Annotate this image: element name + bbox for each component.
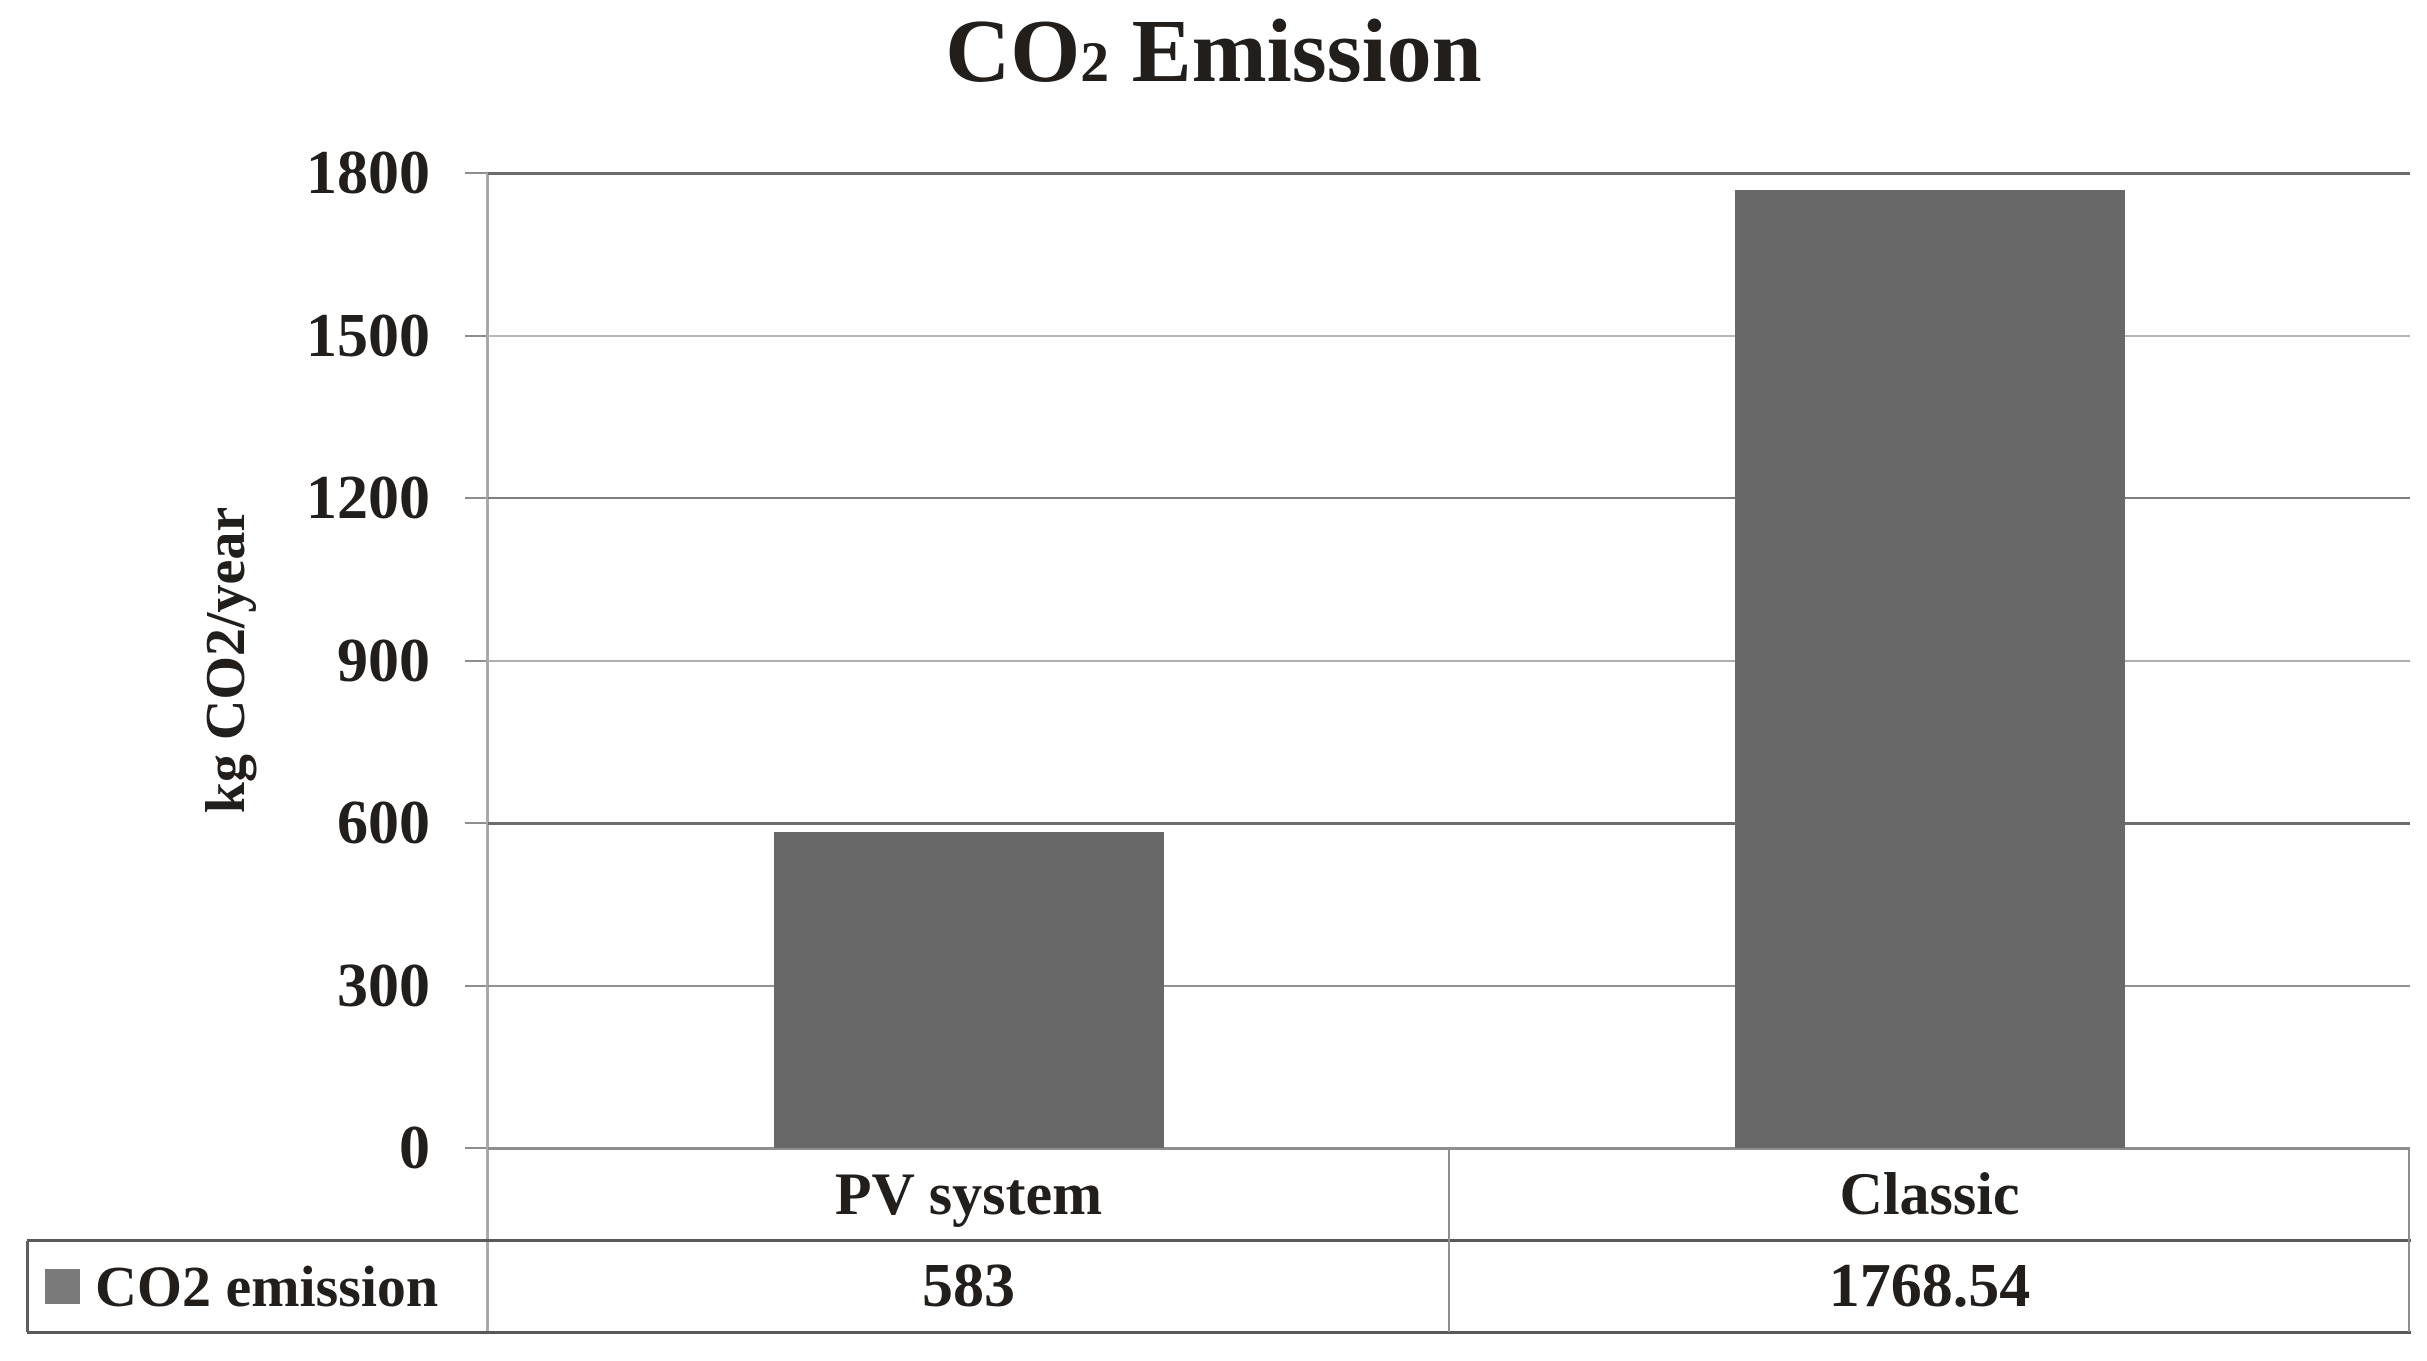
y-tick-label-300: 300 bbox=[337, 951, 430, 1020]
y-tick-label-600: 600 bbox=[337, 789, 430, 857]
gridline-1200 bbox=[488, 497, 2410, 499]
y-tick-mark-600 bbox=[465, 822, 488, 824]
y-tick-label-1200: 1200 bbox=[306, 464, 430, 532]
title-text-post: Emission bbox=[1109, 2, 1482, 101]
title-text-pre: CO bbox=[945, 2, 1081, 101]
legend-cell: CO2 emission bbox=[27, 1240, 488, 1332]
gridline-600 bbox=[488, 821, 2410, 825]
bar-pv-system bbox=[773, 832, 1164, 1148]
y-tick-mark-1800 bbox=[465, 172, 488, 174]
value-pv-system: 583 bbox=[922, 1252, 1015, 1320]
y-tick-mark-300 bbox=[465, 984, 488, 987]
legend-marker-swatch bbox=[45, 1268, 80, 1304]
y-tick-mark-0 bbox=[465, 1147, 488, 1149]
category-label-pv-system: PV system bbox=[834, 1161, 1103, 1227]
table-left-border bbox=[26, 1241, 29, 1332]
category-separator-line bbox=[1448, 1148, 1450, 1332]
y-axis-line bbox=[486, 173, 489, 1332]
y-tick-label-1800: 1800 bbox=[306, 139, 430, 207]
plot-area bbox=[488, 171, 2410, 1150]
title-subscript: 2 bbox=[1080, 31, 1110, 94]
y-tick-mark-1500 bbox=[465, 334, 488, 337]
value-classic: 1768.54 bbox=[1828, 1252, 2031, 1320]
chart-title: CO2 Emission bbox=[0, 4, 2427, 111]
table-bottom-border bbox=[27, 1331, 2411, 1334]
table-top-border bbox=[27, 1239, 2411, 1242]
category-label-classic: Classic bbox=[1839, 1161, 2020, 1227]
y-tick-mark-1200 bbox=[465, 497, 488, 499]
gridline-0 bbox=[488, 1146, 2410, 1150]
gridline-1500 bbox=[488, 334, 2410, 337]
y-tick-label-900: 900 bbox=[337, 626, 430, 695]
legend-label: CO2 emission bbox=[95, 1253, 439, 1319]
gridline-900 bbox=[488, 659, 2410, 662]
y-tick-mark-900 bbox=[465, 659, 488, 662]
gridline-1800 bbox=[488, 171, 2410, 175]
y-tick-label-1500: 1500 bbox=[306, 301, 430, 370]
y-tick-label-0: 0 bbox=[399, 1114, 430, 1182]
table-right-border bbox=[2408, 1148, 2410, 1332]
bar-classic bbox=[1734, 190, 2125, 1148]
gridline-300 bbox=[488, 984, 2410, 987]
